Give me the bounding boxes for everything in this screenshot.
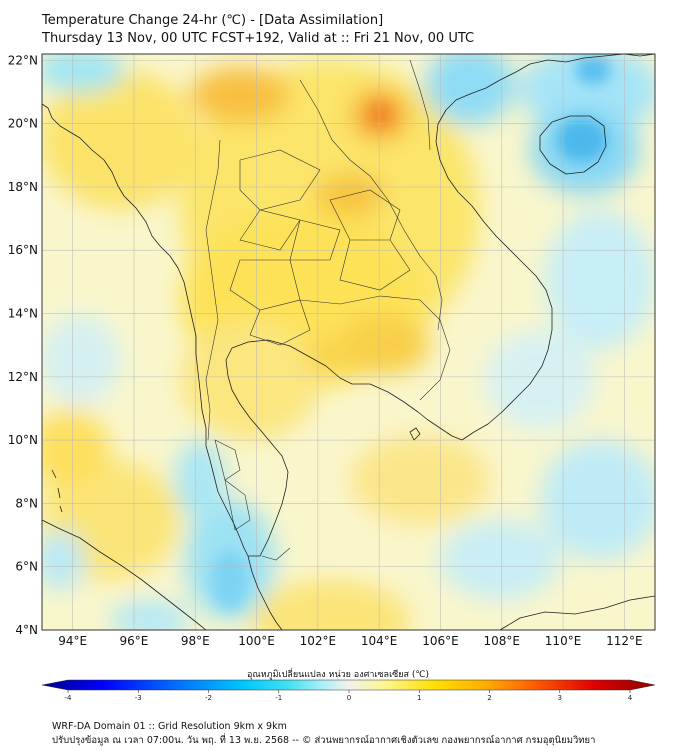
latitude-tick-label: 12°N [8, 370, 38, 384]
thai-provinces-northeast [329, 189, 411, 291]
colorbar-tick-label: 2 [487, 694, 491, 702]
longitude-tick-label: 100°E [238, 634, 275, 648]
longitude-tick-label: 94°E [58, 634, 87, 648]
longitude-tick-label: 98°E [181, 634, 210, 648]
map-frame [41, 53, 656, 631]
border-vietnam [409, 59, 431, 151]
hainan-island [539, 115, 607, 175]
graticule [42, 54, 655, 630]
latitude-tick-label: 10°N [8, 433, 38, 447]
longitude-tick-label: 96°E [120, 634, 149, 648]
latitude-tick-label: 22°N [8, 53, 38, 67]
temperature-field [42, 54, 655, 630]
longitude-tick-label: 102°E [300, 634, 337, 648]
latitude-tick-label: 6°N [15, 560, 38, 574]
colorbar-label: อุณหภูมิเปลี่ยนแปลง หน่วย องศาเซลเซียส (… [246, 670, 430, 680]
latitude-tick-label: 16°N [8, 243, 38, 257]
coastline-east [435, 54, 655, 441]
latitude-labels: 22°N 20°N 18°N 16°N 14°N 12°N 10°N 8°N 6°N 4°N [8, 53, 38, 637]
colorbar-tick-label: 0 [347, 694, 351, 702]
sumatra-coast [42, 519, 207, 630]
footer-line-1: WRF-DA Domain 01 :: Grid Resolution 9km … [52, 721, 287, 732]
colorbar-tick-label: -1 [275, 694, 282, 702]
longitude-tick-label: 106°E [422, 634, 459, 648]
chart-title: Temperature Change 24-hr (℃) - [Data Ass… [42, 12, 474, 48]
colorbar-tick-label: -2 [205, 694, 212, 702]
title-line-1: Temperature Change 24-hr (℃) - [Data Ass… [42, 13, 384, 28]
title-line-2: Thursday 13 Nov, 00 UTC FCST+192, Valid … [42, 31, 475, 46]
colorbar-ticks: -4 -3 -2 -1 0 1 2 3 4 [65, 690, 633, 702]
thai-provinces-south [214, 439, 251, 531]
province-boundaries [205, 59, 451, 561]
colorbar-tick-label: -3 [135, 694, 142, 702]
latitude-tick-label: 20°N [8, 117, 38, 131]
colorbar-tick-label: 3 [558, 694, 562, 702]
coastline-west [42, 103, 249, 557]
longitude-labels: 94°E 96°E 98°E 100°E 102°E 104°E 106°E 108°E 110… [58, 634, 642, 648]
islands-andaman [51, 469, 63, 513]
coastline-borneo [499, 595, 655, 630]
longitude-tick-label: 112°E [606, 634, 643, 648]
footer-line-2: ปรับปรุงข้อมูล ณ เวลา 07:00น. วัน พฤ. ที… [52, 735, 596, 746]
footer: WRF-DA Domain 01 :: Grid Resolution 9km … [52, 720, 595, 748]
latitude-tick-label: 8°N [15, 496, 38, 510]
longitude-tick-label: 104°E [361, 634, 398, 648]
longitude-tick-label: 108°E [484, 634, 521, 648]
latitude-tick-label: 4°N [15, 623, 38, 637]
island-phuquoc [409, 427, 421, 441]
colorbar [41, 679, 656, 691]
colorbar-tick-label: -4 [65, 694, 73, 702]
latitude-tick-label: 14°N [8, 307, 38, 321]
colorbar-tick-label: 4 [628, 694, 633, 702]
border-myanmar-thailand [205, 139, 221, 441]
border-laos [299, 79, 443, 331]
latitude-tick-label: 18°N [8, 180, 38, 194]
coastline-gulf [225, 339, 463, 557]
border-malaysia [261, 547, 291, 561]
coastline-peninsula [247, 555, 283, 630]
map-outlines [42, 54, 655, 630]
longitude-tick-label: 110°E [545, 634, 582, 648]
thai-provinces-north [239, 149, 341, 261]
colorbar-tick-label: 1 [417, 694, 421, 702]
thai-provinces-central [229, 259, 311, 346]
border-cambodia [299, 295, 451, 401]
